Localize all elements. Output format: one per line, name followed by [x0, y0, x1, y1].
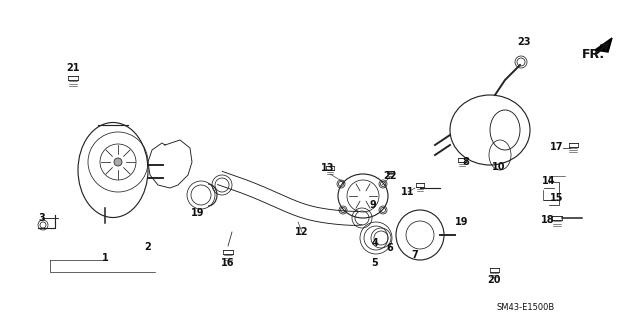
Text: 6: 6: [387, 243, 394, 253]
Text: 19: 19: [191, 208, 205, 218]
Polygon shape: [595, 38, 612, 52]
Text: 19: 19: [455, 217, 468, 227]
Text: 13: 13: [321, 163, 335, 173]
Text: 8: 8: [463, 157, 469, 167]
Text: 23: 23: [517, 37, 531, 47]
Text: 3: 3: [38, 213, 45, 223]
Text: 2: 2: [145, 242, 152, 252]
Text: SM43-E1500B: SM43-E1500B: [497, 302, 555, 311]
Text: 12: 12: [295, 227, 308, 237]
Text: 10: 10: [492, 162, 506, 172]
Text: 7: 7: [412, 250, 419, 260]
Circle shape: [114, 158, 122, 166]
Text: 5: 5: [372, 258, 378, 268]
Text: 11: 11: [401, 187, 415, 197]
Text: 18: 18: [541, 215, 555, 225]
Text: FR.: FR.: [582, 48, 605, 62]
Text: 20: 20: [487, 275, 500, 285]
Text: 4: 4: [372, 238, 378, 248]
Text: 14: 14: [542, 176, 556, 186]
Text: 1: 1: [102, 253, 108, 263]
Text: 17: 17: [550, 142, 564, 152]
Text: 16: 16: [221, 258, 235, 268]
Text: 22: 22: [383, 171, 397, 181]
Text: 9: 9: [370, 200, 376, 210]
Text: 21: 21: [67, 63, 80, 73]
Text: 15: 15: [550, 193, 564, 203]
